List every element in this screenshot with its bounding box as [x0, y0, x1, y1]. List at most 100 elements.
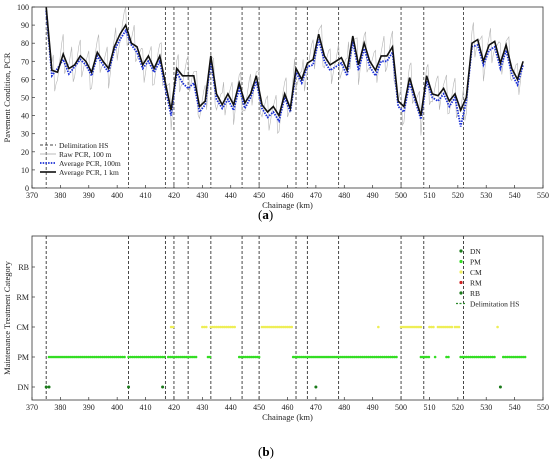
point-pm	[135, 355, 138, 359]
point-pm	[361, 355, 365, 359]
point-pm	[481, 355, 484, 359]
point-pm	[83, 355, 87, 359]
y-tick-label-a: 30	[21, 130, 29, 139]
panel-a-caption-close: )	[268, 207, 274, 222]
point-pm	[129, 355, 132, 359]
point-cm	[221, 325, 225, 329]
point-cm	[440, 325, 444, 329]
point-pm	[463, 355, 466, 359]
point-pm	[117, 355, 120, 359]
point-cm	[229, 325, 233, 329]
panel-a-caption-letter: a	[262, 207, 269, 222]
point-cm	[231, 325, 235, 329]
point-pm	[511, 355, 515, 359]
point-pm	[93, 355, 97, 359]
point-pm	[487, 355, 490, 359]
y-tick-label-a: 90	[21, 21, 29, 30]
point-pm	[147, 355, 150, 359]
point-pm	[315, 355, 319, 359]
point-pm	[503, 355, 507, 359]
point-pm	[509, 355, 513, 359]
x-tick-label-b: 380	[54, 403, 66, 412]
x-tick-label-b: 450	[253, 403, 265, 412]
point-pm	[327, 355, 331, 359]
x-tick-label-b: 400	[111, 403, 123, 412]
point-cm	[415, 325, 419, 329]
point-pm	[319, 355, 323, 359]
point-cm	[205, 325, 208, 329]
point-cm	[213, 325, 217, 329]
point-pm	[194, 355, 198, 359]
x-tick-label-b: 520	[452, 403, 464, 412]
point-pm	[317, 355, 321, 359]
point-cm	[407, 325, 411, 329]
point-cm	[496, 325, 499, 329]
point-pm	[349, 355, 353, 359]
point-pm	[145, 355, 148, 359]
point-pm	[389, 355, 392, 359]
point-pm	[77, 355, 81, 359]
y-axis-label-a: Pavement Condition, PCR	[2, 52, 12, 142]
point-cm	[264, 325, 268, 329]
point-cm	[446, 325, 450, 329]
chart-a: 370 380 390 400 410 420 430 440 450 460 470 480 490 5…	[2, 3, 549, 210]
point-pm	[255, 355, 259, 359]
x-tick-label-a: 450	[253, 191, 265, 200]
point-pm	[103, 355, 106, 359]
point-pm	[119, 355, 122, 359]
point-pm	[333, 355, 337, 359]
point-pm	[101, 355, 104, 359]
point-cm	[419, 325, 423, 329]
series-line-1km	[45, 6, 524, 118]
point-pm	[303, 355, 307, 359]
point-pm	[79, 355, 83, 359]
point-pm	[180, 355, 184, 359]
point-pm	[159, 355, 162, 359]
point-pm	[243, 355, 247, 359]
panel-a-caption: (a)	[258, 207, 273, 223]
x-tick-label-b: 550	[537, 403, 549, 412]
point-pm	[91, 355, 95, 359]
legend-b-label: CM	[470, 268, 482, 277]
point-cm	[377, 325, 380, 329]
x-tick-label-b: 390	[83, 403, 95, 412]
point-pm	[71, 355, 75, 359]
point-pm	[395, 355, 398, 359]
point-pm	[127, 355, 130, 359]
point-pm	[51, 355, 55, 359]
point-cm	[399, 325, 403, 329]
panel-b-caption-letter: b	[262, 444, 270, 459]
point-pm	[471, 355, 474, 359]
legend-b-swatch	[459, 280, 463, 285]
point-cm	[262, 325, 266, 329]
point-cm	[209, 325, 213, 329]
point-pm	[515, 355, 519, 359]
point-cm	[274, 325, 278, 329]
legend-a-label: Average PCR, 1 km	[59, 168, 119, 177]
point-pm	[105, 355, 108, 359]
point-cm	[411, 325, 415, 329]
point-pm	[162, 355, 166, 359]
x-tick-label-a: 470	[310, 191, 322, 200]
point-pm	[419, 355, 423, 359]
point-pm	[208, 355, 212, 359]
point-pm	[345, 355, 349, 359]
point-pm	[347, 355, 351, 359]
point-pm	[178, 355, 182, 359]
point-pm	[377, 355, 380, 359]
x-tick-label-a: 490	[367, 191, 379, 200]
series-line-100m	[45, 10, 524, 127]
point-pm	[137, 355, 140, 359]
x-tick-label-b: 500	[395, 403, 407, 412]
point-cm	[225, 325, 229, 329]
point-pm	[373, 355, 376, 359]
point-cm	[442, 325, 446, 329]
point-pm	[89, 355, 93, 359]
point-pm	[465, 355, 468, 359]
point-pm	[99, 355, 103, 359]
point-pm	[331, 355, 335, 359]
point-cm	[444, 325, 448, 329]
legend-b-label: RB	[470, 289, 480, 298]
point-cm	[413, 325, 417, 329]
point-pm	[513, 355, 517, 359]
